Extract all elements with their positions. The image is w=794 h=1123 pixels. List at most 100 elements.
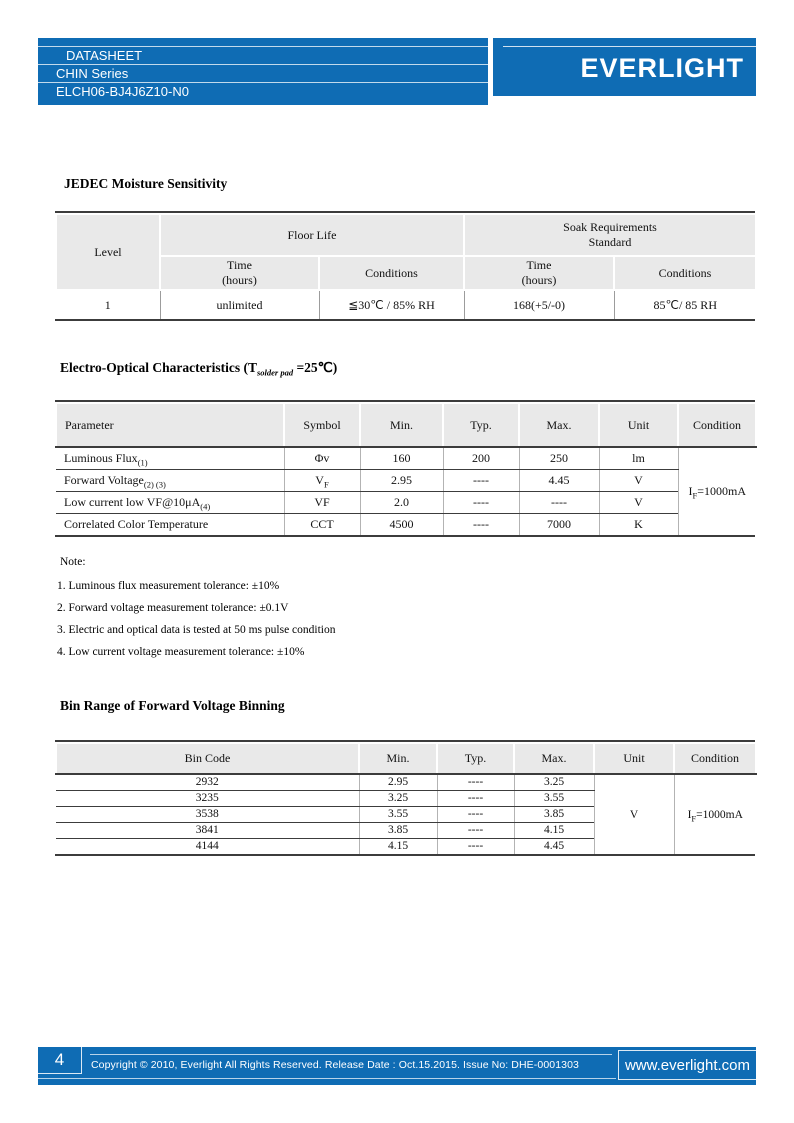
- website-link[interactable]: www.everlight.com: [618, 1050, 756, 1080]
- col-header-min: Min.: [359, 402, 444, 448]
- footer-top-line: [90, 1054, 612, 1055]
- cell-min: 2.0: [359, 491, 443, 514]
- cell-level: 1: [56, 289, 160, 319]
- jedec-section-title: JEDEC Moisture Sensitivity: [64, 176, 228, 191]
- cell-unit: lm: [598, 447, 678, 470]
- cell-min: 3.55: [358, 806, 437, 823]
- col-header-unit: Unit: [598, 402, 679, 448]
- bin-table: Bin Code Min. Typ. Max. Unit Condition 2…: [55, 742, 757, 854]
- cell-parameter: Luminous Flux(1): [56, 447, 284, 470]
- cell-max: 4.45: [518, 469, 599, 492]
- header-title-block: DATASHEET CHIN Series ELCH06-BJ4J6Z10-N0: [38, 38, 488, 105]
- table-row: 3235 3.25 ---- 3.55: [56, 790, 756, 807]
- cell-bin-code: 3841: [56, 822, 359, 839]
- cell-min: 160: [359, 447, 443, 470]
- condition-subscript: F: [691, 812, 697, 823]
- symbol-subscript: F: [323, 478, 329, 489]
- note-item: 1. Luminous flux measurement tolerance: …: [57, 580, 280, 592]
- col-header-floor-time: Time (hours): [159, 255, 320, 291]
- col-header-unit: Unit: [593, 742, 675, 775]
- condition-symbol: I: [688, 484, 693, 498]
- col-header-soak-time: Time (hours): [463, 255, 615, 291]
- cell-min: 4500: [359, 513, 443, 535]
- symbol-text: Φv: [314, 450, 330, 465]
- cell-typ: 200: [442, 447, 519, 470]
- cell-symbol: VF: [283, 469, 360, 492]
- symbol-text: CCT: [310, 516, 334, 531]
- cell-typ: ----: [436, 774, 514, 791]
- cell-typ: ----: [442, 513, 519, 535]
- col-header-floor-life: Floor Life: [159, 213, 465, 257]
- cell-condition-merged: IF=1000mA: [673, 774, 756, 854]
- note-item: 2. Forward voltage measurement tolerance…: [57, 602, 289, 614]
- eo-title-main: Electro-Optical Characteristics (T: [60, 360, 257, 375]
- cell-min: 2.95: [359, 469, 443, 492]
- cell-symbol: Φv: [283, 447, 360, 470]
- col-header-typ: Typ.: [442, 402, 520, 448]
- cell-parameter: Correlated Color Temperature: [56, 513, 284, 535]
- logo-box-line: [503, 46, 756, 47]
- col-header-bin-code: Bin Code: [55, 742, 360, 775]
- eo-title-rest: =25℃): [293, 360, 338, 375]
- cell-max: 4.15: [513, 822, 594, 839]
- cell-symbol: VF: [283, 491, 360, 514]
- condition-symbol: I: [687, 808, 692, 821]
- cell-bin-code: 3235: [56, 790, 359, 807]
- symbol-text: VF: [314, 494, 330, 509]
- cell-typ: ----: [436, 806, 514, 823]
- table-row: Correlated Color Temperature CCT 4500 --…: [56, 513, 756, 535]
- eo-table-wrap: Parameter Symbol Min. Typ. Max. Unit Con…: [55, 400, 757, 537]
- table-row: 3841 3.85 ---- 4.15: [56, 822, 756, 839]
- jedec-table: Level Floor Life Soak Requirements Stand…: [55, 213, 757, 319]
- cell-min: 4.15: [358, 838, 437, 854]
- notes-title: Note:: [60, 556, 86, 568]
- param-footnote: (4): [200, 500, 211, 511]
- jedec-data-row: 1 unlimited ≦30℃ / 85% RH 168(+5/-0) 85℃…: [56, 289, 756, 319]
- cell-symbol: CCT: [283, 513, 360, 535]
- param-text: Luminous Flux: [64, 450, 138, 465]
- col-header-condition: Condition: [677, 402, 757, 448]
- col-header-condition: Condition: [673, 742, 757, 775]
- cell-typ: ----: [436, 838, 514, 854]
- condition-value: =1000mA: [697, 484, 746, 498]
- cell-min: 2.95: [358, 774, 437, 791]
- footer-bottom-line: [38, 1078, 616, 1079]
- everlight-logo: EVERLIGHT: [580, 53, 744, 83]
- cell-max: 4.45: [513, 838, 594, 854]
- eo-section-title: Electro-Optical Characteristics (Tsolder…: [60, 360, 338, 378]
- cell-soak-conditions: 85℃/ 85 RH: [613, 289, 756, 319]
- eo-title-subscript: solder pad: [256, 367, 294, 378]
- table-row: Forward Voltage(2) (3) VF 2.95 ---- 4.45…: [56, 469, 756, 492]
- cell-soak-time: 168(+5/-0): [463, 289, 614, 319]
- cell-parameter: Low current low VF@10μA(4): [56, 491, 284, 514]
- cell-condition-merged: IF=1000mA: [677, 447, 756, 535]
- table-row: 2932 2.95 ---- 3.25 V IF=1000mA: [56, 774, 756, 854]
- cell-max: 3.85: [513, 806, 594, 823]
- col-header-max: Max.: [513, 742, 595, 775]
- col-header-soak-conditions: Conditions: [613, 255, 757, 291]
- table-row: Low current low VF@10μA(4) VF 2.0 ---- -…: [56, 491, 756, 514]
- cell-unit: V: [598, 469, 678, 492]
- condition-subscript: F: [692, 490, 698, 501]
- cell-typ: ----: [436, 822, 514, 839]
- col-header-level: Level: [55, 213, 161, 291]
- col-header-typ: Typ.: [436, 742, 515, 775]
- col-header-symbol: Symbol: [283, 402, 361, 448]
- bin-section-title: Bin Range of Forward Voltage Binning: [60, 698, 285, 713]
- symbol-text: V: [315, 472, 324, 487]
- bin-table-wrap: Bin Code Min. Typ. Max. Unit Condition 2…: [55, 740, 757, 856]
- cell-min: 3.85: [358, 822, 437, 839]
- condition-value: =1000mA: [696, 808, 743, 821]
- cell-typ: ----: [436, 790, 514, 807]
- eo-table: Parameter Symbol Min. Typ. Max. Unit Con…: [55, 402, 757, 535]
- notes-block: Note: 1. Luminous flux measurement toler…: [57, 556, 335, 668]
- page-footer: 4 Copyright © 2010, Everlight All Rights…: [38, 1047, 756, 1085]
- cell-typ: ----: [442, 491, 519, 514]
- cell-bin-code: 2932: [56, 774, 359, 791]
- table-row: 4144 4.15 ---- 4.45: [56, 838, 756, 854]
- cell-unit: K: [598, 513, 678, 535]
- page-header: DATASHEET CHIN Series ELCH06-BJ4J6Z10-N0…: [38, 38, 756, 105]
- doc-type-label: DATASHEET: [38, 46, 488, 64]
- copyright-text: Copyright © 2010, Everlight All Rights R…: [91, 1059, 579, 1071]
